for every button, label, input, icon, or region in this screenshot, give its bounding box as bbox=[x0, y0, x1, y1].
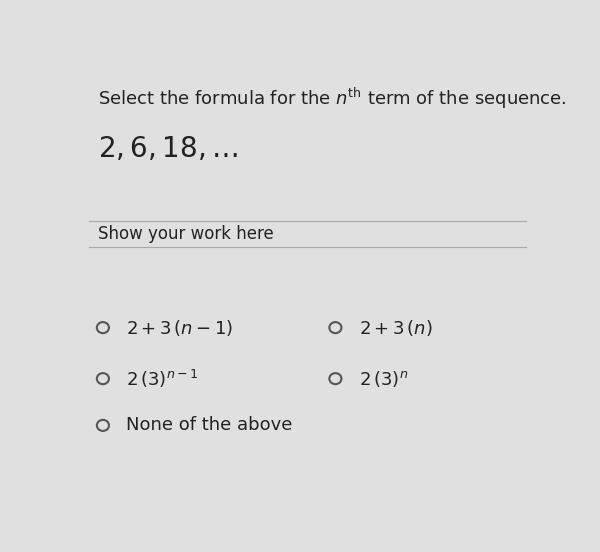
Text: None of the above: None of the above bbox=[126, 416, 293, 434]
Text: $2\,(3)^{n-1}$: $2\,(3)^{n-1}$ bbox=[126, 368, 199, 390]
Text: $2+3\,(n-1)$: $2+3\,(n-1)$ bbox=[126, 317, 233, 338]
Text: $2, 6, 18, \ldots$: $2, 6, 18, \ldots$ bbox=[98, 135, 238, 163]
Text: $2+3\,(n)$: $2+3\,(n)$ bbox=[359, 317, 433, 338]
Text: Select the formula for the $n^{\mathrm{th}}$ term of the sequence.: Select the formula for the $n^{\mathrm{t… bbox=[98, 86, 567, 111]
Text: Show your work here: Show your work here bbox=[98, 225, 274, 243]
Text: $2\,(3)^{n}$: $2\,(3)^{n}$ bbox=[359, 369, 408, 389]
